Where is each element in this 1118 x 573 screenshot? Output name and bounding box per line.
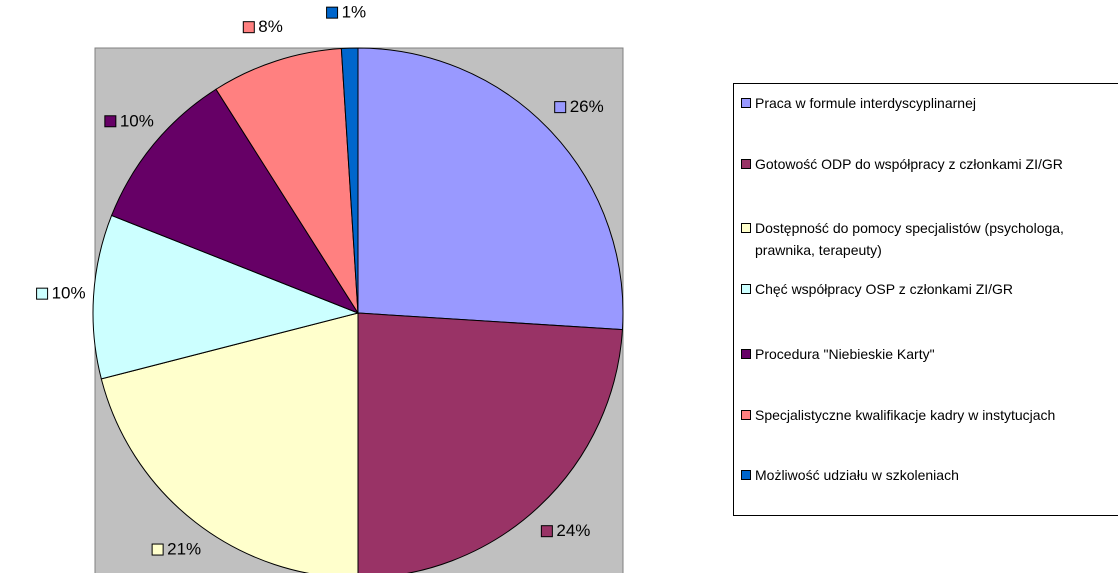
pie-slice: [92, 214, 360, 380]
legend: Praca w formule interdyscyplinarnej Gotow…: [733, 83, 1118, 516]
data-label-swatch: [242, 21, 255, 34]
legend-label: Dostępność do pomocy specjalistów (psych…: [755, 220, 1064, 258]
pie-slice: [340, 47, 359, 314]
legend-item: Możliwość udziału w szkoleniach: [739, 464, 1073, 486]
pie-slice: [357, 312, 624, 573]
pie-slice: [110, 88, 360, 315]
legend-swatch: [741, 159, 751, 169]
legend-label: Praca w formule interdyscyplinarnej: [755, 95, 976, 111]
pie-slice: [100, 312, 359, 573]
legend-item: Specjalistyczne kwalifikacje kadry w ins…: [739, 404, 1073, 426]
legend-swatch: [741, 223, 751, 233]
data-label: 8%: [258, 17, 283, 36]
pie-slice: [357, 47, 624, 331]
legend-label: Chęć współpracy OSP z członkami ZI/GR: [755, 281, 1014, 297]
legend-swatch: [741, 470, 751, 480]
legend-label: Specjalistyczne kwalifikacje kadry w ins…: [755, 407, 1056, 423]
legend-swatch: [741, 98, 751, 108]
data-label: 21%: [167, 540, 201, 559]
legend-label: Możliwość udziału w szkoleniach: [755, 467, 959, 483]
data-label-swatch: [540, 525, 553, 538]
legend-item: Gotowość ODP do współpracy z członkami Z…: [739, 153, 1073, 175]
legend-swatch: [741, 349, 751, 359]
legend-item: Praca w formule interdyscyplinarnej: [739, 92, 1073, 114]
data-label-swatch: [151, 543, 164, 556]
pie-slice: [215, 47, 359, 314]
data-label: 26%: [570, 97, 604, 116]
data-label: 10%: [120, 111, 154, 130]
data-label-swatch: [104, 115, 117, 128]
legend-label: Gotowość ODP do współpracy z członkami Z…: [755, 156, 1063, 172]
legend-swatch: [741, 284, 751, 294]
legend-item: Dostępność do pomocy specjalistów (psych…: [739, 217, 1073, 261]
data-label: 24%: [556, 521, 590, 540]
legend-label: Procedura "Niebieskie Karty": [755, 346, 935, 362]
legend-item: Chęć współpracy OSP z członkami ZI/GR: [739, 278, 1073, 300]
data-label-swatch: [554, 101, 567, 114]
legend-item: Procedura "Niebieskie Karty": [739, 343, 1073, 365]
legend-swatch: [741, 410, 751, 420]
data-label-swatch: [326, 6, 339, 19]
data-label: 10%: [52, 284, 86, 303]
data-label: 1%: [342, 3, 367, 22]
data-label-swatch: [36, 287, 49, 300]
